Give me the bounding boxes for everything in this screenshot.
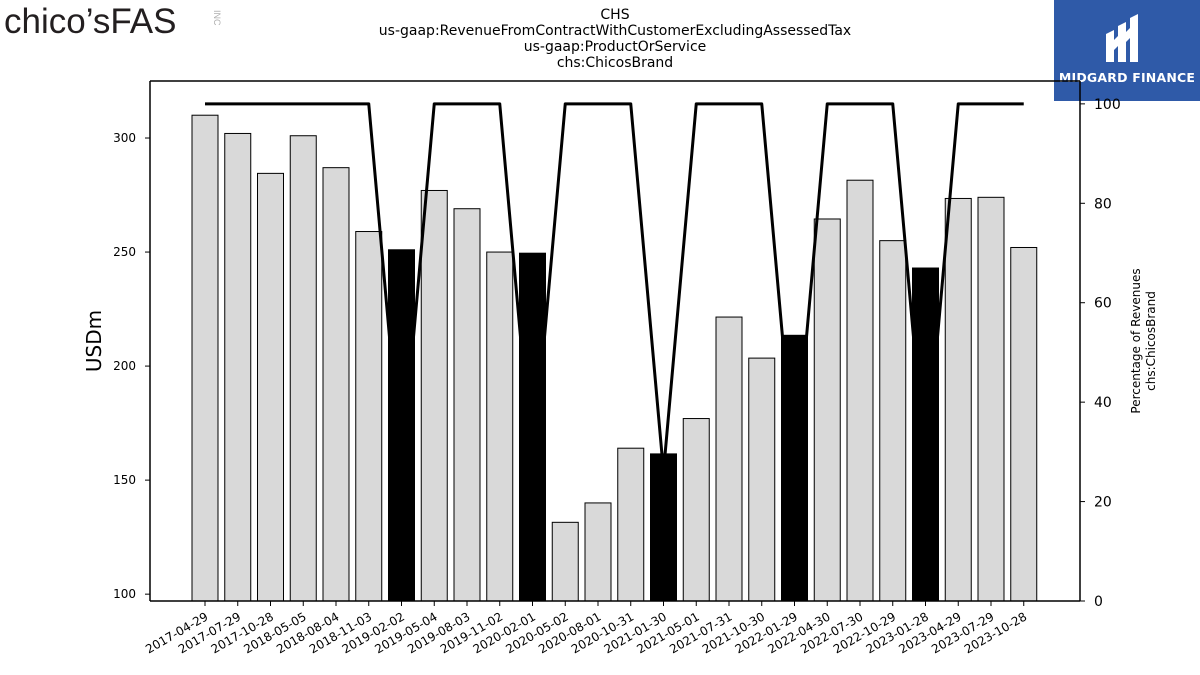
bar xyxy=(322,167,350,602)
bar xyxy=(879,240,907,602)
y-tick-label: 200 xyxy=(113,359,136,373)
bar xyxy=(224,132,252,602)
bar xyxy=(453,208,481,602)
bar xyxy=(748,357,776,602)
bar xyxy=(355,231,383,602)
bar xyxy=(912,267,939,602)
y-tick-label: 250 xyxy=(113,245,136,259)
y2-axis-label: chs:ChicosBrand xyxy=(1144,291,1158,391)
chart-title: CHS us-gaap:RevenueFromContractWithCusto… xyxy=(300,7,930,71)
y-tick-label: 300 xyxy=(113,131,136,145)
y2-tick-label: 100 xyxy=(1094,97,1121,113)
bar xyxy=(191,114,219,602)
y2-axis-label: Percentage of Revenues xyxy=(1129,268,1143,413)
bar xyxy=(257,172,284,602)
y-axis-label: USDm xyxy=(82,310,106,372)
watermark-logo: MIDGARD FINANCE xyxy=(1054,0,1200,101)
title-line: us-gaap:RevenueFromContractWithCustomerE… xyxy=(378,23,852,39)
bar xyxy=(1010,246,1038,602)
bar xyxy=(584,502,612,602)
y2-tick-label: 80 xyxy=(1094,196,1112,212)
title-line: us-gaap:ProductOrService xyxy=(523,39,707,55)
y2-tick-label: 20 xyxy=(1094,495,1112,511)
brand-logo: chico’sFAS INC xyxy=(4,2,222,41)
bar xyxy=(846,179,874,602)
watermark-text: MIDGARD FINANCE xyxy=(1058,70,1196,85)
bar xyxy=(289,135,317,602)
bar xyxy=(486,251,514,602)
bar-series xyxy=(191,114,1038,602)
bar xyxy=(715,316,743,602)
percentage-line xyxy=(205,102,1024,474)
y2-tick-label: 60 xyxy=(1094,296,1112,312)
logo-suffix: INC xyxy=(212,10,222,26)
bar xyxy=(519,252,546,602)
y-tick-label: 100 xyxy=(113,587,136,601)
y2-tick-label: 0 xyxy=(1094,594,1103,610)
bar xyxy=(977,196,1005,602)
bar xyxy=(551,521,579,602)
bar xyxy=(682,418,710,602)
axes xyxy=(145,80,1085,606)
title-line: chs:ChicosBrand xyxy=(556,55,674,71)
watermark-icon xyxy=(1106,14,1138,62)
bar xyxy=(420,189,448,602)
bar xyxy=(650,453,677,602)
title-line: CHS xyxy=(600,7,630,23)
bar xyxy=(813,218,841,602)
y2-tick-label: 40 xyxy=(1094,395,1112,411)
bar xyxy=(388,249,415,602)
bar xyxy=(617,447,645,602)
logo-wordmark: chico’sFAS xyxy=(4,2,177,41)
line-series xyxy=(205,102,1024,474)
y-tick-label: 150 xyxy=(113,473,136,487)
bar xyxy=(944,197,972,602)
